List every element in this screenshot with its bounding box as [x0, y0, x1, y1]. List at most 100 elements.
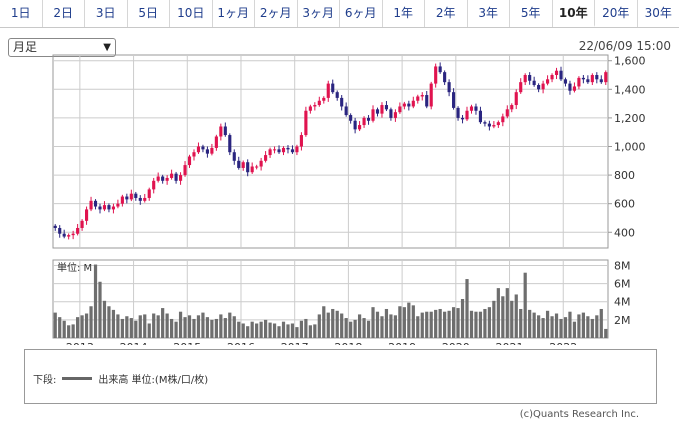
tab-8[interactable]: 6ヶ月	[340, 0, 383, 27]
candle-body-39	[228, 135, 232, 153]
volume-bar-14	[116, 314, 120, 338]
candle-body-36	[214, 136, 218, 148]
tab-15[interactable]: 30年	[644, 6, 672, 20]
tab-6[interactable]: 2ヶ月	[255, 0, 298, 27]
volume-bar-80	[411, 305, 415, 338]
candle-body-50	[277, 149, 281, 153]
volume-bar-39	[228, 312, 232, 338]
volume-bar-99	[496, 288, 500, 338]
volume-bar-52	[286, 324, 290, 338]
volume-bar-2	[62, 320, 66, 338]
tab-1[interactable]: 2日	[43, 0, 85, 27]
volume-bar-33	[201, 312, 205, 338]
period-select[interactable]: 月足 ▼	[8, 38, 116, 57]
legend-volume-label: 出来高 単位:(M株/口/枚)	[98, 375, 209, 386]
volume-bar-15	[120, 318, 124, 338]
volume-bar-118	[581, 312, 585, 338]
candle-body-90	[456, 107, 460, 118]
candle-body-65	[344, 106, 348, 116]
volume-bar-110	[545, 310, 550, 338]
tab-0[interactable]: 1日	[0, 0, 43, 27]
tab-12[interactable]: 5年	[510, 0, 553, 27]
candle-body-43	[246, 162, 250, 173]
volume-bar-44	[250, 321, 254, 338]
volume-bar-68	[357, 314, 362, 338]
volume-bar-0	[53, 312, 57, 338]
candle-body-70	[366, 117, 371, 121]
candle-body-106	[528, 75, 532, 81]
candle-body-109	[541, 83, 545, 90]
tab-9[interactable]: 1年	[383, 0, 425, 27]
candle-body-79	[407, 103, 411, 107]
candle-body-28	[178, 175, 183, 181]
candle-body-101	[505, 109, 509, 117]
volume-bar-111	[550, 316, 554, 338]
x-tick-2015: 2015	[173, 341, 201, 345]
candle-body-14	[116, 203, 120, 207]
volume-bar-51	[281, 321, 286, 338]
candle-body-92	[465, 110, 469, 120]
timestamp: 22/06/09 15:00	[578, 39, 671, 53]
volume-bar-3	[67, 325, 71, 338]
volume-bar-98	[492, 300, 496, 338]
stock-chart: 1,600 1,400 1,200 1,000 800 600 400 8M 6M 4M 2M 単位…	[52, 54, 646, 345]
volume-bar-63	[335, 310, 339, 338]
tab-3[interactable]: 5日	[128, 0, 170, 27]
candle-body-0	[53, 225, 57, 228]
legend-box: 下段: 出来高 単位:(M株/口/枚)	[24, 349, 657, 404]
candle-body-22	[152, 180, 156, 190]
candle-body-21	[147, 189, 151, 198]
candle-body-111	[550, 75, 554, 80]
volume-bar-54	[295, 327, 299, 338]
candle-body-4	[71, 233, 75, 236]
candle-body-42	[241, 162, 245, 168]
candle-body-122	[599, 79, 603, 83]
candle-body-11	[102, 205, 107, 210]
candle-body-17	[129, 193, 133, 200]
candle-body-8	[89, 200, 93, 210]
candle-body-115	[568, 83, 572, 91]
candle-body-13	[111, 206, 115, 210]
tab-7[interactable]: 3ヶ月	[298, 0, 340, 27]
tab-14[interactable]: 20年	[595, 0, 638, 27]
tab-11[interactable]: 3年	[468, 0, 510, 27]
price-y-tick-0: 1,600	[614, 55, 646, 68]
candle-body-119	[586, 79, 590, 83]
candle-body-82	[420, 95, 424, 97]
volume-bar-75	[389, 314, 393, 338]
volume-bar-25	[165, 313, 169, 338]
volume-bar-29	[183, 317, 187, 338]
candle-body-45	[255, 166, 259, 168]
volume-bar-67	[353, 319, 357, 338]
candle-body-86	[438, 66, 442, 73]
tab-5[interactable]: 1ヶ月	[213, 0, 255, 27]
volume-bar-103	[514, 294, 518, 338]
price-y-tick-1: 1,400	[614, 83, 646, 96]
tab-2[interactable]: 3日	[85, 0, 128, 27]
volume-bar-26	[169, 318, 174, 338]
candle-body-123	[604, 72, 608, 83]
candle-body-37	[219, 126, 223, 137]
volume-bar-81	[416, 316, 420, 338]
volume-y-tick-2: 4M	[614, 296, 631, 309]
candle-body-62	[331, 83, 335, 93]
volume-bar-73	[380, 316, 384, 338]
volume-bar-78	[402, 307, 406, 338]
price-candles	[53, 62, 608, 240]
volume-bar-90	[456, 308, 460, 338]
candle-body-73	[380, 105, 384, 114]
x-tick-2021: 2021	[496, 341, 524, 345]
tab-4[interactable]: 10日	[170, 0, 213, 27]
candle-body-12	[107, 205, 111, 210]
volume-bar-8	[89, 306, 93, 338]
volume-bar-120	[590, 318, 594, 338]
volume-bar-65	[344, 318, 348, 338]
candle-body-55	[299, 135, 303, 147]
price-y-tick-4: 800	[614, 169, 635, 182]
candle-body-1	[58, 227, 62, 234]
candle-body-81	[416, 96, 420, 101]
candle-body-116	[572, 86, 576, 91]
tab-13[interactable]: 10年	[552, 0, 595, 27]
volume-bar-12	[107, 306, 111, 338]
tab-10[interactable]: 2年	[425, 0, 468, 27]
